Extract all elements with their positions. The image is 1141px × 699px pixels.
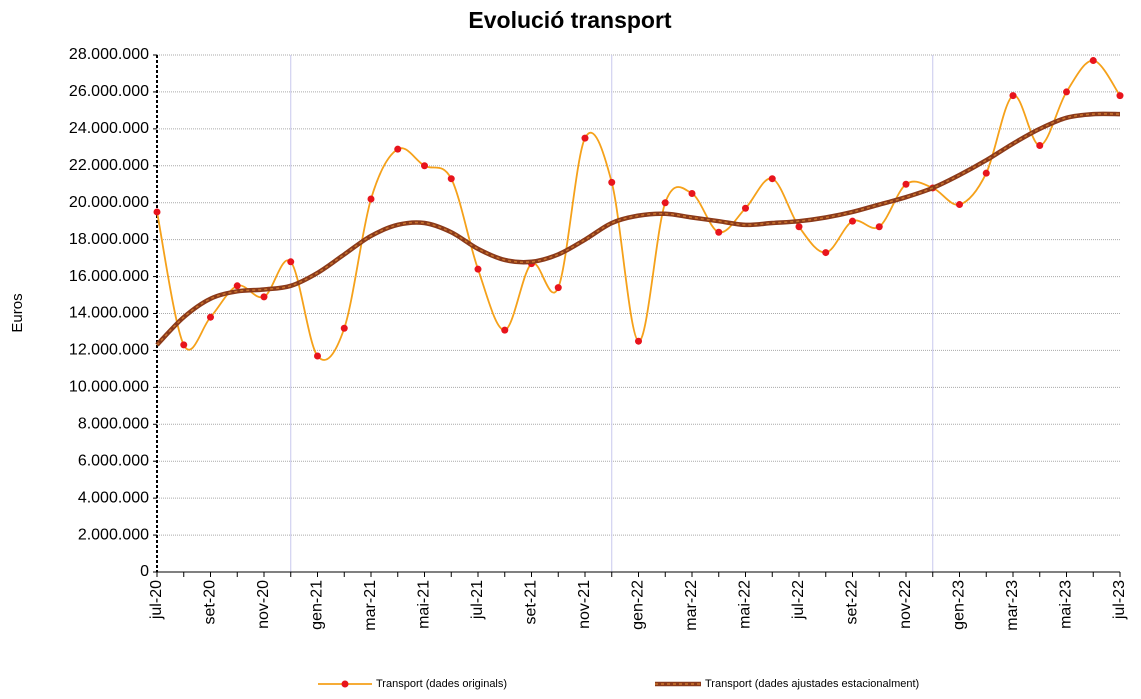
y-tick-label: 6.000.000 [78, 452, 149, 469]
legend-marker [341, 680, 349, 688]
x-tick-label: mai-21 [416, 580, 433, 629]
data-point [795, 223, 803, 231]
data-point [742, 204, 749, 212]
data-point [1036, 141, 1044, 149]
data-point [1116, 92, 1124, 100]
y-tick-label: 2.000.000 [78, 526, 149, 543]
y-tick-label: 18.000.000 [69, 231, 149, 248]
y-tick-label: 14.000.000 [69, 305, 149, 322]
data-point [902, 180, 910, 188]
y-tick-label: 20.000.000 [69, 194, 149, 211]
data-point [340, 324, 348, 332]
x-tick-label: mar-23 [1004, 580, 1021, 631]
x-tick-label: nov-21 [576, 580, 593, 629]
y-axis-label: Euros [9, 293, 26, 332]
x-tick-label: jul-20 [148, 580, 165, 620]
data-point [287, 258, 295, 266]
data-point [635, 337, 642, 345]
y-tick-label: 10.000.000 [69, 379, 149, 396]
data-point [581, 134, 589, 142]
x-tick-label: nov-22 [897, 580, 914, 629]
data-point [661, 199, 669, 207]
data-point [715, 228, 723, 236]
data-point [260, 293, 268, 301]
data-point [1009, 92, 1017, 100]
y-tick-label: 24.000.000 [69, 120, 149, 137]
x-tick-label: mar-22 [683, 580, 700, 631]
data-point [1089, 57, 1097, 65]
data-point [394, 145, 402, 153]
data-point [207, 313, 214, 321]
series-line [155, 111, 1121, 347]
y-tick-label: 8.000.000 [78, 416, 149, 433]
legend-label: Transport (dades ajustades estacionalmen… [705, 678, 919, 690]
x-tick-label: gen-23 [951, 580, 968, 630]
data-point [233, 282, 241, 290]
data-point [822, 249, 830, 257]
data-point [501, 326, 509, 334]
x-tick-label: mai-22 [737, 580, 754, 629]
data-point [153, 208, 161, 216]
x-tick-label: set-20 [202, 580, 219, 625]
x-tick-label: jul-21 [469, 580, 486, 620]
data-point [554, 284, 562, 292]
data-point [474, 265, 482, 273]
data-point [956, 201, 963, 209]
x-tick-label: set-21 [523, 580, 540, 625]
legend-label: Transport (dades originals) [376, 678, 507, 690]
x-tick-label: gen-21 [309, 580, 326, 630]
data-point [421, 162, 428, 170]
x-tick-label: mai-23 [1058, 580, 1075, 629]
x-tick-label: gen-22 [630, 580, 647, 630]
y-tick-label: 22.000.000 [69, 157, 149, 174]
x-tick-label: jul-23 [1111, 580, 1128, 620]
series-line-dash [156, 113, 1121, 346]
y-tick-label: 28.000.000 [69, 46, 149, 63]
data-point [367, 195, 375, 203]
y-tick-label: 16.000.000 [69, 268, 149, 285]
data-point [768, 175, 776, 183]
x-tick-label: jul-22 [790, 580, 807, 620]
data-point [1063, 88, 1070, 96]
data-point [982, 169, 990, 177]
data-point [608, 178, 616, 186]
x-tick-label: mar-21 [362, 580, 379, 631]
series-line [156, 59, 1121, 361]
data-point [875, 223, 883, 231]
data-point [447, 175, 455, 183]
y-tick-label: 4.000.000 [78, 489, 149, 506]
y-tick-label: 12.000.000 [69, 342, 149, 359]
data-point [314, 352, 321, 360]
y-tick-label: 26.000.000 [69, 83, 149, 100]
y-tick-label: 0 [140, 563, 149, 580]
data-point [849, 217, 856, 225]
data-point [688, 189, 696, 197]
chart-title: Evolució transport [468, 7, 672, 33]
x-tick-label: nov-20 [255, 580, 272, 629]
x-tick-label: set-22 [844, 580, 861, 625]
data-point [180, 341, 188, 349]
